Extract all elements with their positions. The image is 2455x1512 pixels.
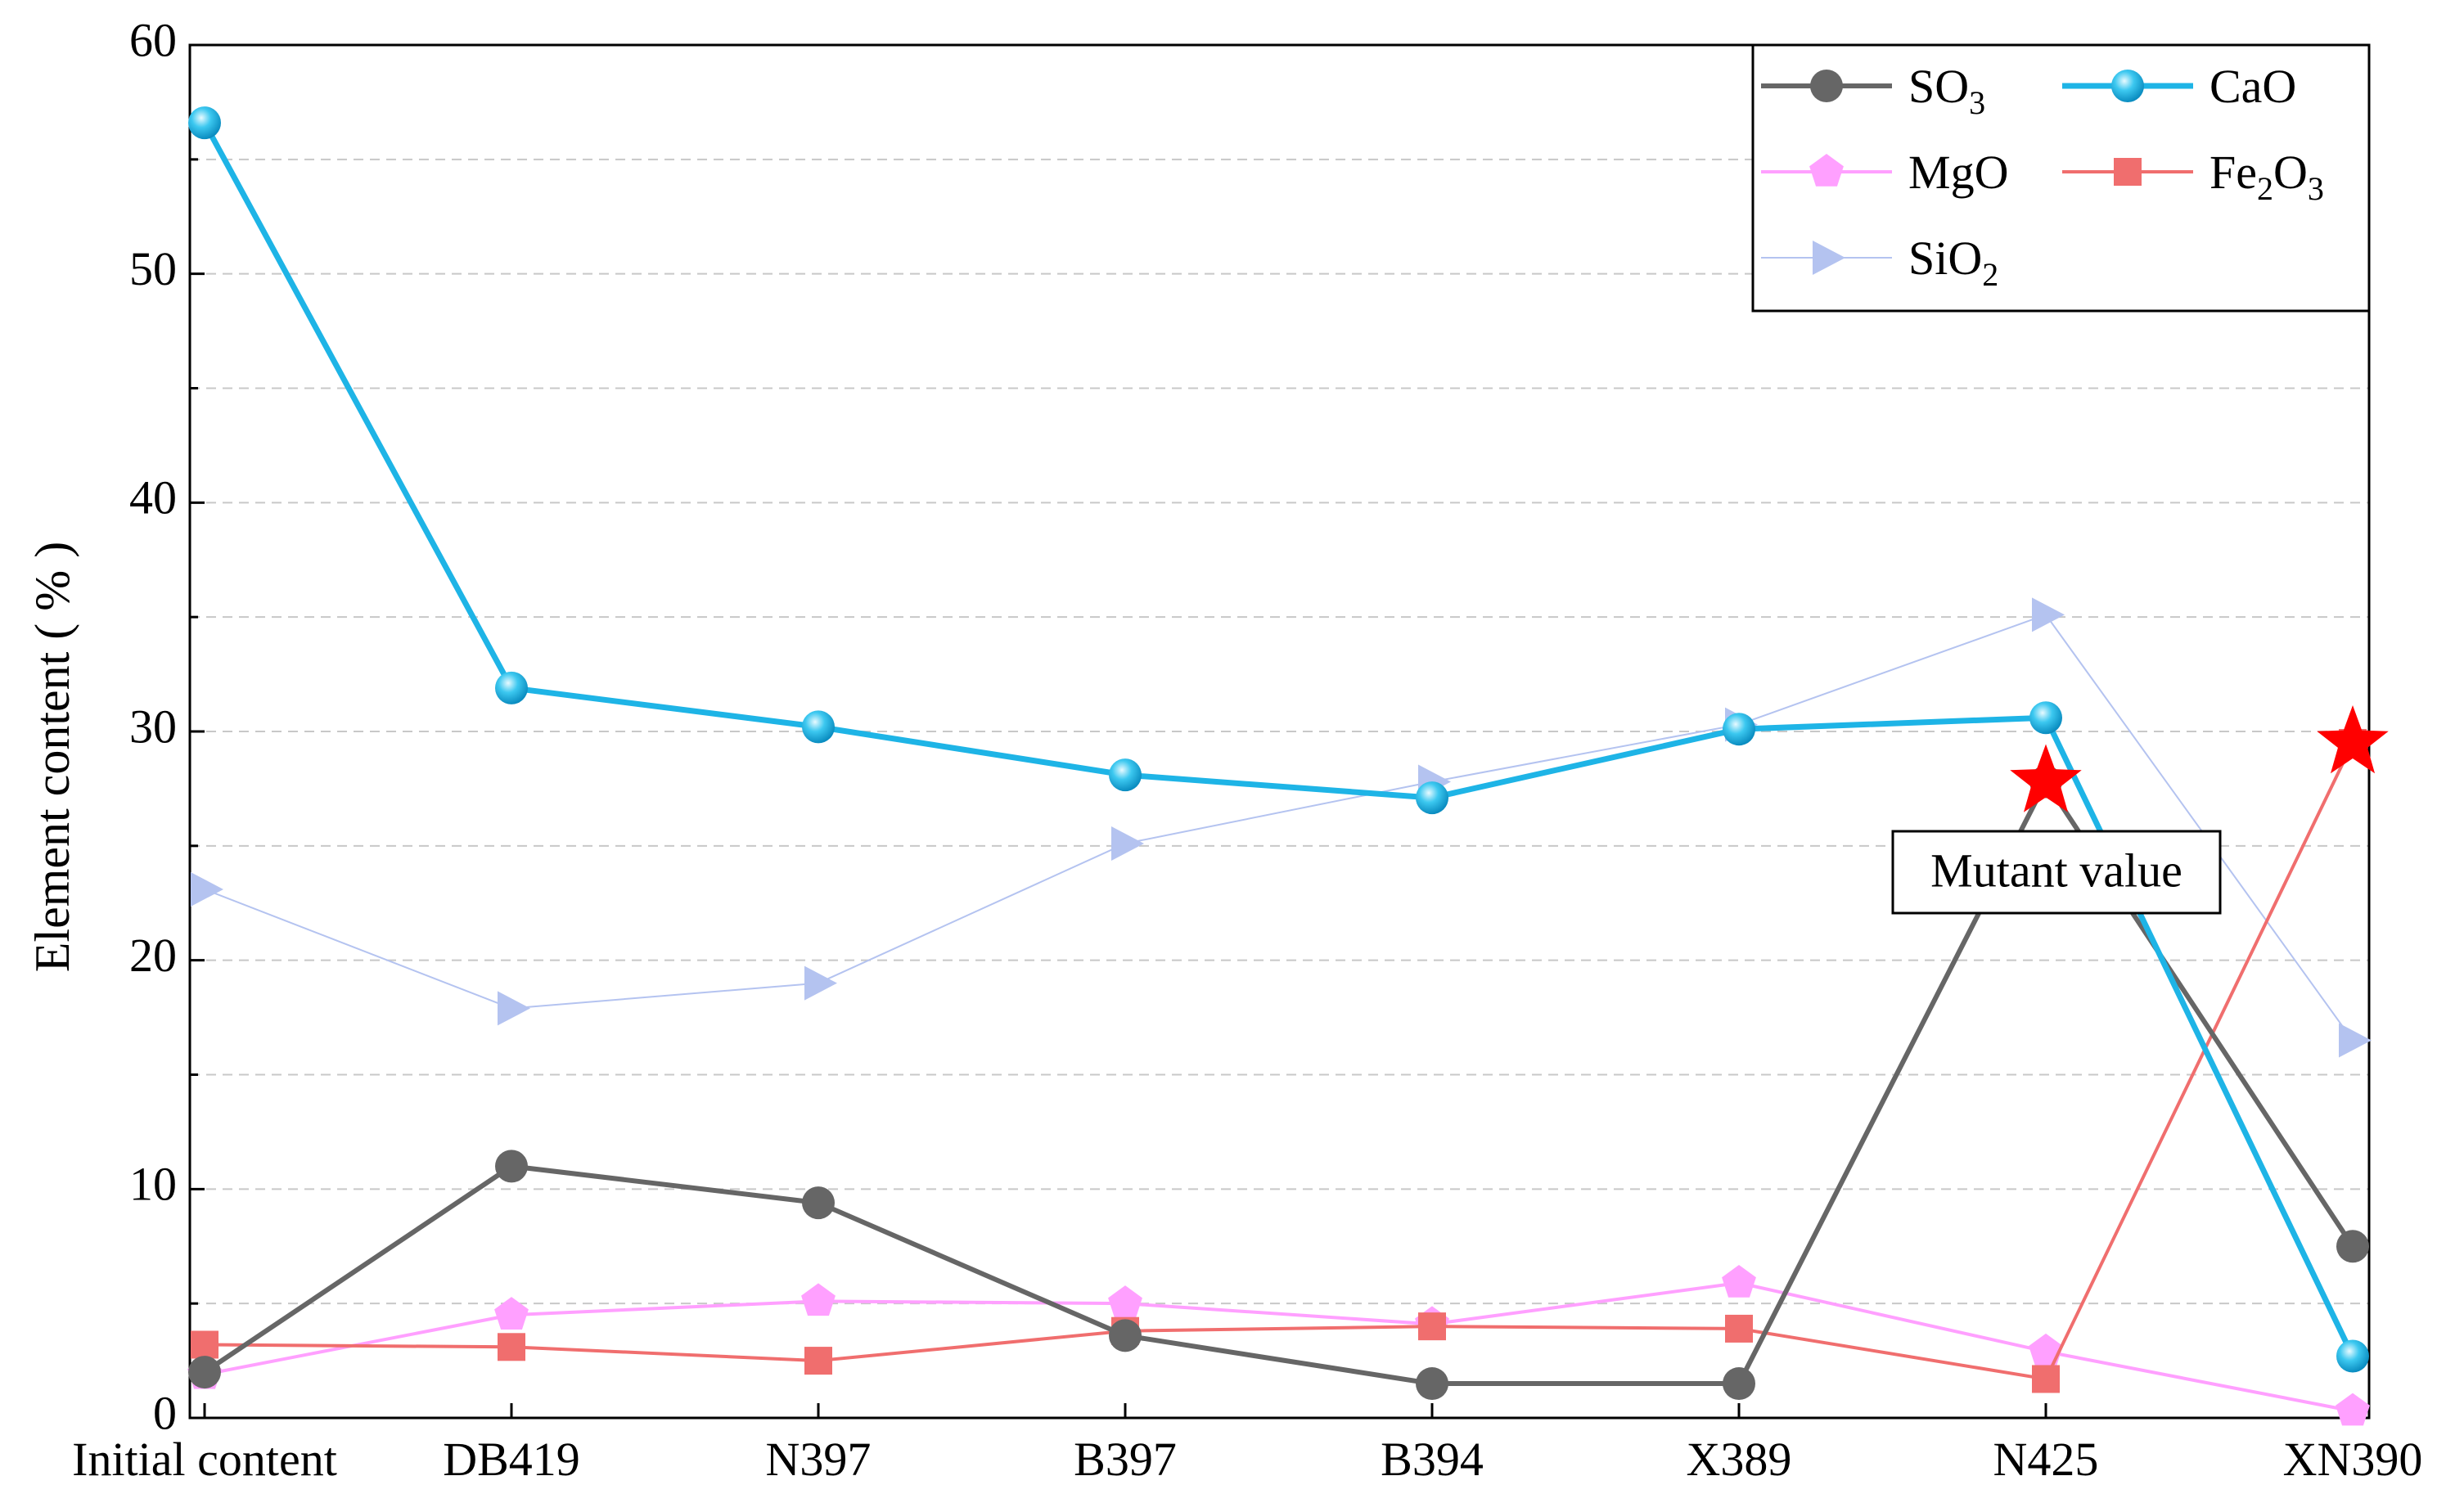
data-point-cao xyxy=(1109,758,1142,792)
data-point-so3 xyxy=(1416,1367,1448,1401)
x-tick-label: X389 xyxy=(1687,1433,1792,1486)
data-point-so3 xyxy=(2336,1230,2369,1263)
annotations-layer: Mutant value xyxy=(1891,704,2389,915)
data-point-mgo xyxy=(2029,1333,2063,1366)
legend-entry-fe2o3: Fe2O3 xyxy=(2062,146,2324,207)
data-point-mgo xyxy=(1108,1285,1142,1318)
data-point-cao xyxy=(2336,1339,2369,1373)
data-point-sio2 xyxy=(191,871,223,907)
data-point-fe2o3 xyxy=(1418,1312,1446,1341)
y-tick-label: 60 xyxy=(129,13,177,66)
data-point-fe2o3 xyxy=(1725,1314,1753,1343)
legend-marker xyxy=(1809,154,1844,187)
series-line-cao xyxy=(201,121,2356,1358)
data-point-cao xyxy=(495,671,528,704)
legend-entry-cao: CaO xyxy=(2062,60,2296,113)
series-cao xyxy=(188,106,2369,1373)
data-point-so3 xyxy=(495,1150,528,1183)
x-tick-label: DB419 xyxy=(443,1433,580,1486)
data-point-fe2o3 xyxy=(191,1330,218,1359)
series-line-fe2o3 xyxy=(204,742,2354,1381)
legend-label: Fe2O3 xyxy=(2210,146,2324,207)
legend-box xyxy=(1751,43,2371,313)
y-tick-label: 50 xyxy=(129,242,177,295)
data-point-so3 xyxy=(1723,1367,1755,1401)
y-tick-label: 0 xyxy=(153,1386,177,1439)
legend-label: SiO2 xyxy=(1908,232,1998,293)
legend-entry-sio2: SiO2 xyxy=(1761,232,1998,293)
legend: SO3 CaO MgO Fe2O3 SiO2 xyxy=(1751,43,2371,313)
data-point-cao xyxy=(188,106,221,140)
legend-label: MgO xyxy=(1908,146,2008,199)
data-point-so3 xyxy=(802,1186,835,1220)
data-point-so3 xyxy=(1109,1319,1142,1352)
legend-marker xyxy=(1813,241,1845,275)
data-point-cao xyxy=(2029,701,2062,735)
x-tick-label: XN390 xyxy=(2283,1433,2423,1486)
x-tick-label: Initial content xyxy=(72,1433,337,1486)
legend-label: CaO xyxy=(2210,60,2296,113)
y-tick-label: 30 xyxy=(129,700,177,753)
series-line-mgo xyxy=(204,1280,2354,1413)
x-tick-label: B397 xyxy=(1074,1433,1177,1486)
grid-lines xyxy=(190,44,2369,1305)
data-point-sio2 xyxy=(498,991,530,1026)
axes: 0 10 20 30 40 50 60 Initial content DB419 N397 B39… xyxy=(72,13,2422,1486)
data-point-sio2 xyxy=(2032,597,2065,632)
y-tick-label: 20 xyxy=(129,929,177,982)
data-point-cao xyxy=(1416,781,1448,815)
annotation-box xyxy=(1891,830,2222,915)
legend-label: SO3 xyxy=(1908,60,1985,121)
data-point-mgo xyxy=(494,1297,529,1330)
data-point-mgo xyxy=(1722,1264,1756,1298)
data-point-sio2 xyxy=(1111,826,1144,862)
series-line-sio2 xyxy=(204,614,2354,1042)
mutant-star xyxy=(2010,744,2082,812)
legend-marker xyxy=(2114,158,2142,186)
x-tick-label: N425 xyxy=(1993,1433,2099,1486)
x-tick-label: N397 xyxy=(766,1433,872,1486)
data-point-fe2o3 xyxy=(498,1333,525,1361)
annotation-text: Mutant value xyxy=(1930,844,2182,897)
series-fe2o3 xyxy=(191,728,2367,1393)
x-tick-label: B394 xyxy=(1381,1433,1484,1486)
data-point-fe2o3 xyxy=(804,1347,832,1375)
legend-entry-mgo: MgO xyxy=(1761,146,2008,199)
data-point-mgo xyxy=(801,1283,836,1316)
legend-entry-so3: SO3 xyxy=(1761,60,1985,121)
data-point-sio2 xyxy=(2339,1023,2372,1058)
mutant-star xyxy=(2317,704,2389,774)
legend-marker xyxy=(2111,70,2144,102)
series-sio2 xyxy=(191,597,2372,1058)
data-point-sio2 xyxy=(804,965,837,1001)
legend-marker xyxy=(1810,70,1843,102)
data-point-cao xyxy=(1723,713,1755,746)
data-point-cao xyxy=(802,710,835,744)
data-point-fe2o3 xyxy=(2032,1365,2060,1393)
y-tick-label: 10 xyxy=(129,1158,177,1211)
data-point-so3 xyxy=(188,1356,221,1389)
data-point-mgo xyxy=(2336,1393,2370,1426)
y-axis-title: Element content ( % ) xyxy=(25,542,79,972)
y-tick-label: 40 xyxy=(129,471,177,524)
